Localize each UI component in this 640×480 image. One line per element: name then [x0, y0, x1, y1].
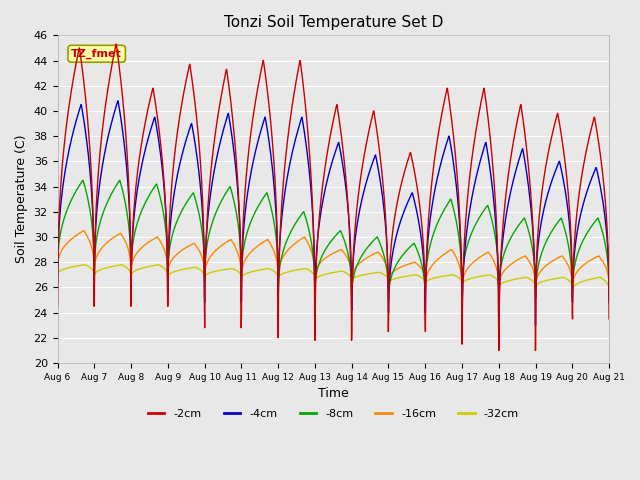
Text: TZ_fmet: TZ_fmet — [71, 48, 122, 59]
Legend: -2cm, -4cm, -8cm, -16cm, -32cm: -2cm, -4cm, -8cm, -16cm, -32cm — [143, 404, 524, 423]
X-axis label: Time: Time — [318, 387, 349, 400]
Y-axis label: Soil Temperature (C): Soil Temperature (C) — [15, 135, 28, 264]
Title: Tonzi Soil Temperature Set D: Tonzi Soil Temperature Set D — [223, 15, 443, 30]
